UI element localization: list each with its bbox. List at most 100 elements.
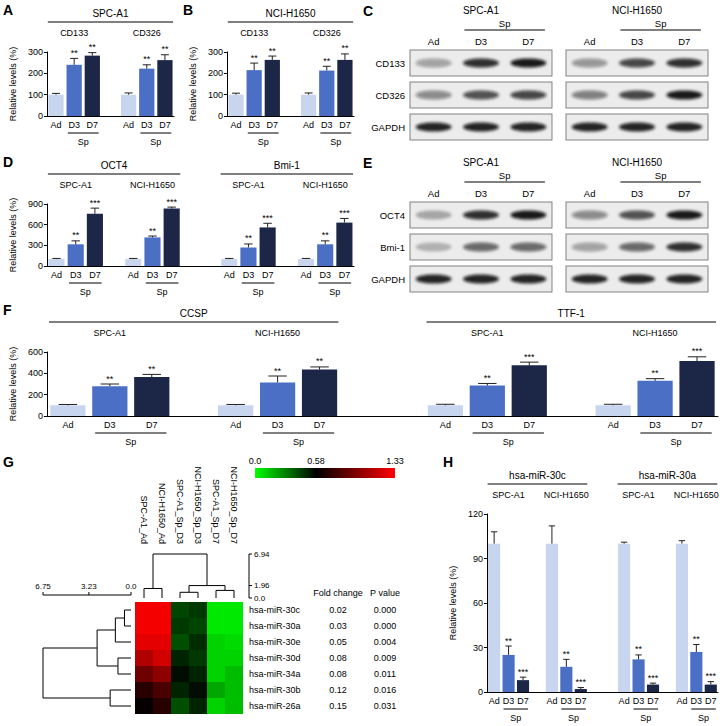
svg-text:1.33: 1.33 bbox=[386, 456, 404, 466]
svg-text:Sp: Sp bbox=[510, 713, 521, 723]
svg-text:hsa-miR-30a: hsa-miR-30a bbox=[639, 470, 697, 481]
svg-text:CD326: CD326 bbox=[313, 28, 341, 38]
svg-text:0.03: 0.03 bbox=[329, 621, 347, 631]
svg-text:NCI-H1650_Sp_D7: NCI-H1650_Sp_D7 bbox=[229, 466, 239, 544]
svg-text:D3: D3 bbox=[482, 420, 494, 430]
svg-text:CD326: CD326 bbox=[133, 28, 161, 38]
svg-text:Sp: Sp bbox=[125, 437, 136, 447]
svg-text:D3: D3 bbox=[141, 120, 153, 130]
svg-text:Sp: Sp bbox=[150, 137, 161, 147]
svg-text:0.000: 0.000 bbox=[374, 605, 397, 615]
svg-text:Sp: Sp bbox=[655, 18, 667, 29]
svg-text:0: 0 bbox=[38, 111, 43, 121]
svg-text:Relative levels (%): Relative levels (%) bbox=[8, 198, 18, 273]
svg-text:SPC-A1: SPC-A1 bbox=[463, 5, 500, 16]
svg-text:**: ** bbox=[71, 48, 79, 58]
svg-text:D7: D7 bbox=[87, 120, 99, 130]
svg-text:Ad: Ad bbox=[128, 270, 139, 280]
svg-text:**: ** bbox=[72, 230, 80, 240]
svg-text:D3: D3 bbox=[321, 120, 333, 130]
svg-text:Ad: Ad bbox=[619, 696, 630, 706]
svg-text:GAPDH: GAPDH bbox=[371, 122, 405, 133]
svg-text:D7: D7 bbox=[339, 120, 351, 130]
svg-text:**: ** bbox=[148, 364, 156, 374]
svg-text:D7: D7 bbox=[89, 270, 101, 280]
svg-text:Ad: Ad bbox=[51, 270, 62, 280]
svg-text:E: E bbox=[363, 155, 372, 171]
svg-text:**: ** bbox=[563, 649, 571, 659]
svg-text:***: *** bbox=[692, 346, 703, 356]
svg-text:D3: D3 bbox=[631, 188, 643, 199]
svg-text:CD133: CD133 bbox=[60, 28, 88, 38]
svg-text:CCSP: CCSP bbox=[180, 308, 208, 319]
svg-text:F: F bbox=[3, 302, 12, 318]
svg-text:NCI-H1650: NCI-H1650 bbox=[633, 328, 678, 338]
svg-text:P value: P value bbox=[370, 588, 400, 598]
svg-text:CD326: CD326 bbox=[375, 90, 405, 101]
svg-text:D7: D7 bbox=[267, 120, 279, 130]
svg-text:0.0: 0.0 bbox=[249, 456, 262, 466]
svg-text:hsa-miR-30b: hsa-miR-30b bbox=[249, 685, 301, 695]
svg-text:NCI-H1650: NCI-H1650 bbox=[612, 5, 662, 16]
svg-text:SPC-A1_Sp_D7: SPC-A1_Sp_D7 bbox=[211, 479, 221, 544]
svg-text:SPC-A1_Sp_D3: SPC-A1_Sp_D3 bbox=[175, 479, 185, 544]
svg-text:Ad: Ad bbox=[608, 420, 619, 430]
svg-text:Ad: Ad bbox=[50, 120, 61, 130]
svg-text:Ad: Ad bbox=[230, 120, 241, 130]
svg-text:Ad: Ad bbox=[440, 420, 451, 430]
svg-text:NCI-H1650: NCI-H1650 bbox=[674, 490, 719, 500]
svg-text:D7: D7 bbox=[166, 270, 178, 280]
svg-text:D3: D3 bbox=[561, 696, 573, 706]
svg-text:NCI-H1650: NCI-H1650 bbox=[255, 328, 300, 338]
svg-text:120: 120 bbox=[468, 509, 483, 519]
svg-text:D7: D7 bbox=[314, 420, 326, 430]
svg-text:**: ** bbox=[245, 233, 253, 243]
svg-text:Ad: Ad bbox=[428, 188, 440, 199]
svg-text:Sp: Sp bbox=[258, 137, 269, 147]
svg-text:hsa-miR-30e: hsa-miR-30e bbox=[249, 637, 301, 647]
svg-text:D7: D7 bbox=[522, 36, 534, 47]
svg-text:Ad: Ad bbox=[224, 270, 235, 280]
svg-text:Ad: Ad bbox=[676, 696, 687, 706]
svg-text:***: *** bbox=[524, 352, 535, 362]
svg-text:Sp: Sp bbox=[499, 170, 511, 181]
svg-text:D3: D3 bbox=[104, 420, 116, 430]
svg-text:300: 300 bbox=[28, 47, 43, 57]
svg-text:**: ** bbox=[161, 44, 169, 54]
svg-text:G: G bbox=[3, 454, 14, 470]
svg-text:***: *** bbox=[518, 667, 529, 677]
svg-text:Ad: Ad bbox=[301, 270, 312, 280]
svg-text:CD133: CD133 bbox=[240, 28, 268, 38]
svg-text:NCI-H1650: NCI-H1650 bbox=[544, 490, 589, 500]
svg-text:D3: D3 bbox=[475, 36, 487, 47]
svg-text:6.75: 6.75 bbox=[35, 582, 51, 591]
svg-text:**: ** bbox=[693, 634, 701, 644]
svg-text:***: *** bbox=[90, 198, 101, 208]
svg-text:Ad: Ad bbox=[428, 36, 440, 47]
svg-text:0.031: 0.031 bbox=[374, 701, 397, 711]
svg-text:Sp: Sp bbox=[503, 437, 514, 447]
svg-text:**: ** bbox=[322, 230, 330, 240]
svg-text:A: A bbox=[3, 2, 13, 18]
svg-text:Sp: Sp bbox=[640, 713, 651, 723]
svg-text:900: 900 bbox=[28, 199, 43, 209]
svg-text:OCT4: OCT4 bbox=[380, 210, 405, 221]
svg-text:D3: D3 bbox=[633, 696, 645, 706]
svg-text:Sp: Sp bbox=[568, 713, 579, 723]
svg-text:0.58: 0.58 bbox=[307, 456, 325, 466]
svg-text:**: ** bbox=[143, 54, 151, 64]
svg-text:Ad: Ad bbox=[584, 36, 596, 47]
svg-text:Ad: Ad bbox=[584, 188, 596, 199]
svg-text:600: 600 bbox=[28, 347, 43, 357]
svg-text:SPC-A1: SPC-A1 bbox=[232, 180, 265, 190]
svg-text:***: *** bbox=[166, 197, 177, 207]
svg-text:D3: D3 bbox=[68, 120, 80, 130]
svg-text:D7: D7 bbox=[159, 120, 171, 130]
svg-text:Ad: Ad bbox=[123, 120, 134, 130]
svg-text:D7: D7 bbox=[522, 188, 534, 199]
svg-text:100: 100 bbox=[28, 90, 43, 100]
svg-text:NCI-H1650_Ad: NCI-H1650_Ad bbox=[157, 483, 167, 544]
svg-text:Ad: Ad bbox=[230, 420, 241, 430]
svg-text:Ad: Ad bbox=[303, 120, 314, 130]
svg-text:0.000: 0.000 bbox=[374, 621, 397, 631]
